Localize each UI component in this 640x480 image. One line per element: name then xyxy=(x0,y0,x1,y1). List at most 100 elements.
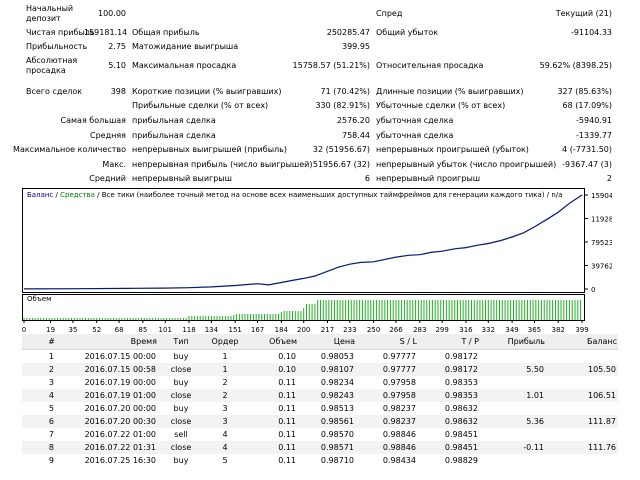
table-row[interactable]: 2 2016.07.15 00:58 close 1 0.10 0.98107 0.9777… xyxy=(22,363,618,376)
rel-drawdown-value: 59.62% (8398.25) xyxy=(539,61,612,70)
table-cell: 2016.07.15 00:00 xyxy=(84,352,156,361)
avg-cons-losses-label: непрерывный проигрыш xyxy=(376,174,481,183)
table-cell: 1.01 xyxy=(480,389,546,402)
gross-profit-value: 250285.47 xyxy=(326,28,370,37)
max-drawdown-value: 15758.57 (51.21%) xyxy=(292,61,370,70)
table-cell: 0.98561 xyxy=(298,415,356,428)
table-cell: 2016.07.25 16:30 xyxy=(84,456,156,465)
table-cell: 0.98632 xyxy=(418,415,480,428)
x-tick-label: 151 xyxy=(228,326,241,333)
table-cell xyxy=(546,376,618,389)
initial-deposit-label: Начальный депозит xyxy=(26,4,74,23)
max-cons-wins-value: 32 (51956.67) xyxy=(312,145,370,154)
max-cons-losses-label: непрерывных проигрышей (убыток) xyxy=(376,145,529,154)
table-cell xyxy=(480,402,546,415)
table-cell: 0.11 xyxy=(278,430,296,439)
table-cell: 0.11 xyxy=(278,404,296,413)
x-tick-label: 233 xyxy=(343,326,356,333)
table-cell: 9 xyxy=(48,456,54,465)
x-tick-label: 250 xyxy=(367,326,380,333)
column-header[interactable]: Тип xyxy=(158,334,204,350)
gross-loss-label: Общий убыток xyxy=(376,28,439,37)
max-cons-profit-value: 51956.67 (32) xyxy=(312,160,370,169)
table-cell: 1 xyxy=(204,363,246,376)
table-row[interactable]: 4 2016.07.19 01:00 close 2 0.11 0.98243 0.9795… xyxy=(22,389,618,402)
column-header[interactable]: Объем xyxy=(246,334,298,350)
net-profit-value: 159181.14 xyxy=(84,28,128,37)
profitability-label: Прибыльность xyxy=(26,42,88,51)
table-cell xyxy=(546,402,618,415)
column-header[interactable]: S / L xyxy=(356,334,418,350)
table-cell: 111.76 xyxy=(546,441,618,454)
column-header[interactable]: T / P xyxy=(418,334,480,350)
table-cell: 7 xyxy=(48,430,54,439)
table-cell: 0.98846 xyxy=(382,430,416,439)
table-cell: 3 xyxy=(222,404,228,413)
max-cons-wins-label: непрерывных выигрышей (прибыль) xyxy=(132,145,287,154)
gross-loss-value: -91104.33 xyxy=(570,28,612,37)
y-tick-label: 79523 xyxy=(591,239,612,247)
table-cell: 0.97777 xyxy=(356,363,418,376)
x-tick-label: 19 xyxy=(46,326,55,333)
table-cell: 3 xyxy=(204,415,246,428)
table-cell xyxy=(480,376,546,389)
column-header[interactable]: Цена xyxy=(298,334,356,350)
expected-payoff-value: 399.95 xyxy=(342,42,370,51)
column-header[interactable]: Ордер xyxy=(204,334,246,350)
table-cell: 0.98434 xyxy=(382,456,416,465)
max-drawdown-label: Максимальная просадка xyxy=(132,61,237,70)
legend-sep: / xyxy=(55,191,58,199)
y-tick-label: 119285 xyxy=(591,215,612,223)
x-tick-label: 365 xyxy=(528,326,541,333)
table-cell: 3 xyxy=(48,378,54,387)
table-row[interactable]: 8 2016.07.22 01:31 close 4 0.11 0.98571 0.9884… xyxy=(22,441,618,454)
table-row[interactable]: 1 2016.07.15 00:00 buy 1 0.10 0.98053 0.97777 0… xyxy=(22,350,618,364)
avg-loss-label: убыточная сделка xyxy=(376,131,454,140)
column-header[interactable]: # xyxy=(22,334,56,350)
column-header[interactable]: Время xyxy=(56,334,158,350)
x-tick-label: 101 xyxy=(159,326,172,333)
expected-payoff-label: Матожидание выигрыша xyxy=(132,42,239,51)
profitability-value: 2.75 xyxy=(108,42,126,51)
gross-profit-label: Общая прибыль xyxy=(132,28,200,37)
table-cell: 106.51 xyxy=(546,389,618,402)
table-cell: 0.10 xyxy=(278,352,296,361)
table-cell: 2016.07.22 01:31 xyxy=(56,441,158,454)
table-row[interactable]: 7 2016.07.22 01:00 sell 4 0.11 0.98570 0.98846… xyxy=(22,428,618,441)
x-tick-label: 299 xyxy=(435,326,448,333)
table-cell: 0.98107 xyxy=(298,363,356,376)
table-row[interactable]: 5 2016.07.20 00:00 buy 3 0.11 0.98513 0.98237 0… xyxy=(22,402,618,415)
table-cell: 0.98053 xyxy=(320,352,354,361)
table-cell: buy xyxy=(173,456,189,465)
table-cell xyxy=(546,428,618,441)
table-cell: 0.98243 xyxy=(298,389,356,402)
table-cell: 5.50 xyxy=(480,363,546,376)
table-row[interactable]: 3 2016.07.19 00:00 buy 2 0.11 0.98234 0.97958 0… xyxy=(22,376,618,389)
total-trades-label: Всего сделок xyxy=(26,87,83,96)
max-cons-loss-label: непрерывный убыток (число проигрышей) xyxy=(376,160,557,169)
column-header[interactable]: Прибыль xyxy=(480,334,546,350)
table-row[interactable]: 6 2016.07.20 00:30 close 3 0.11 0.98561 0.9823… xyxy=(22,415,618,428)
table-cell: 2016.07.22 01:00 xyxy=(84,430,156,439)
table-cell: close xyxy=(158,415,204,428)
table-cell: 2 xyxy=(222,378,228,387)
largest-loss-value: -5940.91 xyxy=(576,116,612,125)
table-cell: 5 xyxy=(48,404,54,413)
column-header[interactable]: Баланс xyxy=(546,334,618,350)
table-row[interactable]: 9 2016.07.25 16:30 buy 5 0.11 0.98710 0.98434 0… xyxy=(22,454,618,467)
table-cell: buy xyxy=(173,378,189,387)
avg-left-label: Средний xyxy=(89,174,126,183)
initial-deposit-value: 100.00 xyxy=(98,9,126,18)
x-tick-label: 283 xyxy=(413,326,426,333)
largest-left-label: Самая большая xyxy=(60,116,126,125)
table-cell: buy xyxy=(173,404,189,413)
balance-chart: 159046 119285 79523 39762 0 0 19 35 52 68 85 101 118… xyxy=(22,188,612,333)
table-cell: 0.98632 xyxy=(444,404,478,413)
table-cell: 0.97958 xyxy=(382,378,416,387)
average-left-label: Средняя xyxy=(90,131,126,140)
x-tick-label: 332 xyxy=(482,326,495,333)
x-tick-label: 382 xyxy=(552,326,565,333)
table-cell: 2016.07.20 00:00 xyxy=(84,404,156,413)
max-cons-profit-label: непрерывная прибыль (число выигрышей) xyxy=(132,160,313,169)
